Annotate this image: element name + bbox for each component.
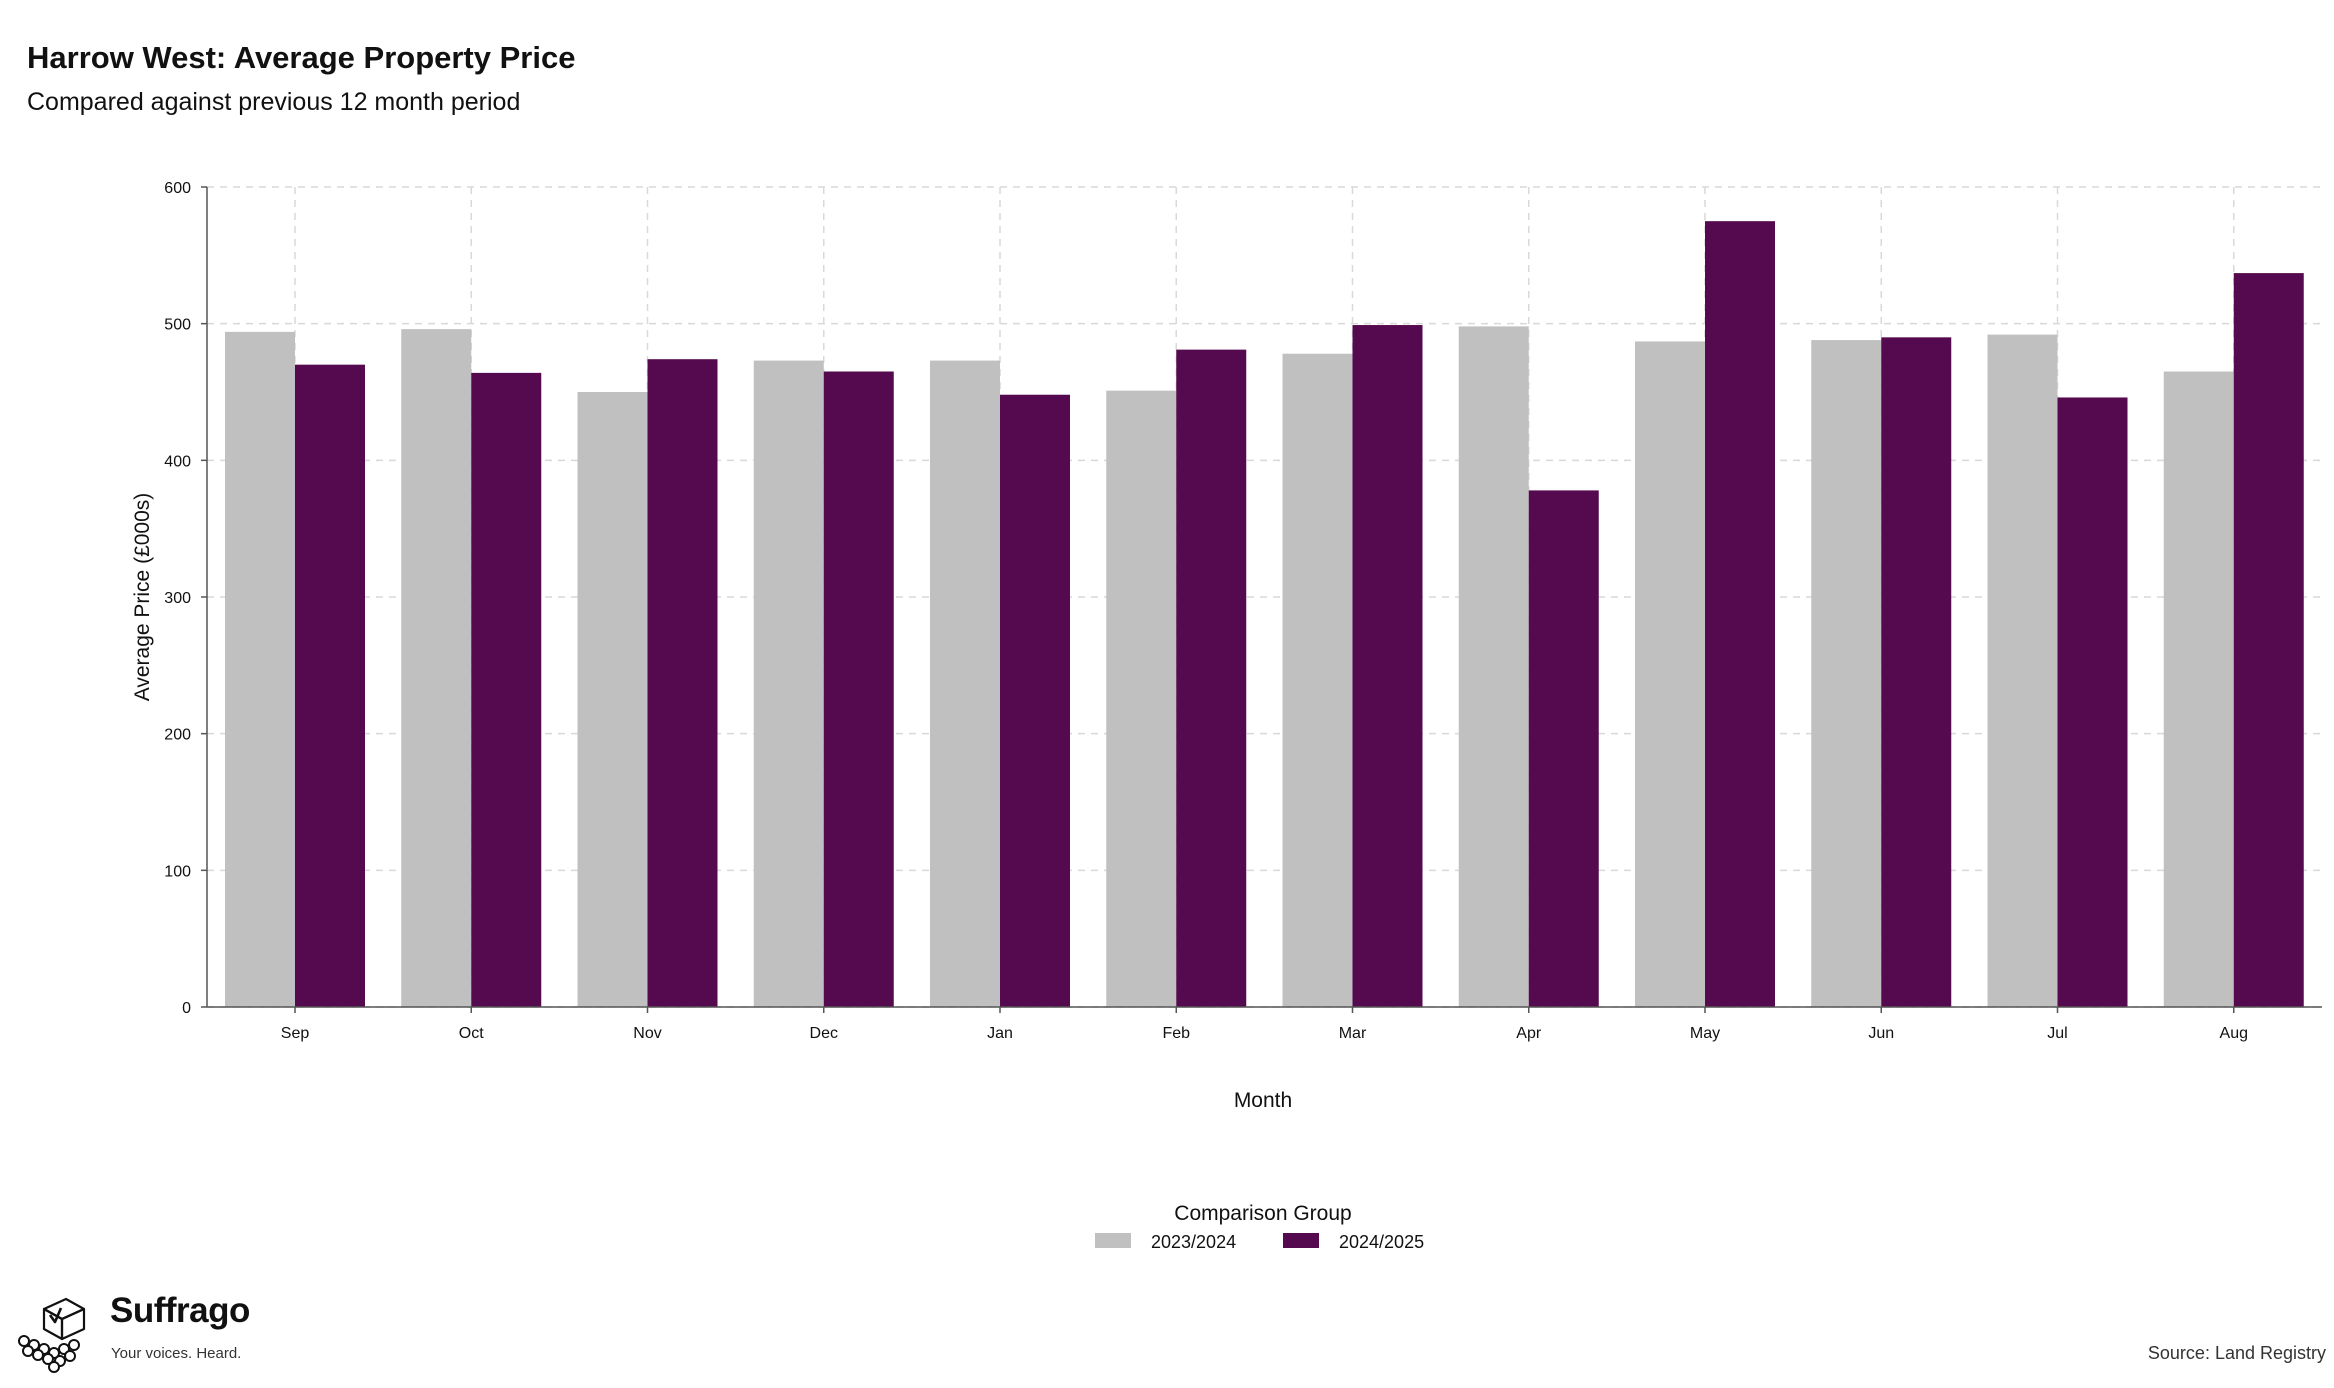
ballot-box-icon xyxy=(18,1297,86,1373)
x-tick-label: Jan xyxy=(987,1025,1013,1042)
legend-swatch xyxy=(1283,1233,1319,1248)
chart-title: Harrow West: Average Property Price xyxy=(27,40,576,75)
bar-2024-2025-oct xyxy=(471,372,542,1007)
brand-name: Suffrago xyxy=(110,1291,250,1330)
x-tick-label: Dec xyxy=(810,1025,838,1042)
bar-2024-2025-aug xyxy=(2233,273,2304,1008)
legend: Comparison Group 2023/2024 2024/2025 xyxy=(1095,1202,1424,1252)
legend-swatch xyxy=(1095,1233,1131,1248)
bar-2024-2025-may xyxy=(1705,221,1775,1007)
bar-2023-2024-jan xyxy=(930,360,1000,1008)
x-tick-label: Jul xyxy=(2047,1025,2067,1042)
bar-2023-2024-mar xyxy=(1282,353,1353,1007)
x-axis-title: Month xyxy=(1234,1089,1292,1112)
source-note: Source: Land Registry xyxy=(2147,1343,2326,1363)
x-tick-label: Nov xyxy=(633,1025,661,1042)
bar-2023-2024-jul xyxy=(1987,334,2058,1008)
bar-2024-2025-apr xyxy=(1528,490,1599,1007)
x-tick-label: Mar xyxy=(1339,1025,1367,1042)
bar-2024-2025-mar xyxy=(1352,325,1423,1007)
bar-2024-2025-sep xyxy=(295,364,365,1008)
bar-2023-2024-aug xyxy=(2163,371,2234,1007)
y-tick-label: 100 xyxy=(164,863,191,880)
bar-2023-2024-dec xyxy=(753,360,824,1008)
bar-2024-2025-jun xyxy=(1881,337,1952,1007)
y-tick-label: 500 xyxy=(164,317,191,334)
bar-2023-2024-oct xyxy=(401,329,472,1008)
x-tick-label: Aug xyxy=(2220,1025,2248,1042)
x-tick-label: Jun xyxy=(1868,1025,1894,1042)
y-tick-label: 600 xyxy=(164,180,191,197)
bar-2023-2024-feb xyxy=(1106,390,1177,1008)
y-axis-title: Average Price (£000s) xyxy=(131,493,154,702)
bar-2024-2025-nov xyxy=(647,359,718,1007)
bars xyxy=(225,221,2304,1008)
bar-2024-2025-jul xyxy=(2057,397,2128,1007)
bar-2023-2024-jun xyxy=(1811,340,1882,1008)
bar-2024-2025-dec xyxy=(823,371,894,1007)
tick-labels: 0 100 200 300 400 500 600 Sep Oct Nov Dec Jan Feb Mar… xyxy=(164,180,2248,1042)
y-tick-label: 400 xyxy=(164,453,191,470)
bar-2023-2024-apr xyxy=(1458,326,1529,1007)
x-tick-label: Apr xyxy=(1516,1025,1542,1042)
y-tick-label: 0 xyxy=(182,1000,191,1017)
legend-label: 2024/2025 xyxy=(1339,1232,1424,1252)
x-tick-label: Feb xyxy=(1162,1025,1190,1042)
brand-tagline: Your voices. Heard. xyxy=(111,1345,242,1362)
x-tick-label: Oct xyxy=(459,1025,484,1042)
x-tick-label: Sep xyxy=(281,1025,310,1042)
bar-2023-2024-may xyxy=(1635,341,1705,1007)
bar-2024-2025-feb xyxy=(1176,349,1247,1008)
legend-label: 2023/2024 xyxy=(1151,1232,1236,1252)
brand-logo: Suffrago Your voices. Heard. xyxy=(14,1291,274,1375)
bar-2023-2024-nov xyxy=(577,392,648,1007)
y-tick-label: 300 xyxy=(164,590,191,607)
x-tick-label: May xyxy=(1690,1025,1720,1042)
bar-2023-2024-sep xyxy=(225,331,295,1007)
chart-subtitle: Compared against previous 12 month perio… xyxy=(27,88,521,116)
legend-title: Comparison Group xyxy=(1174,1202,1351,1225)
y-tick-label: 200 xyxy=(164,727,191,744)
bar-2024-2025-jan xyxy=(1000,394,1070,1007)
